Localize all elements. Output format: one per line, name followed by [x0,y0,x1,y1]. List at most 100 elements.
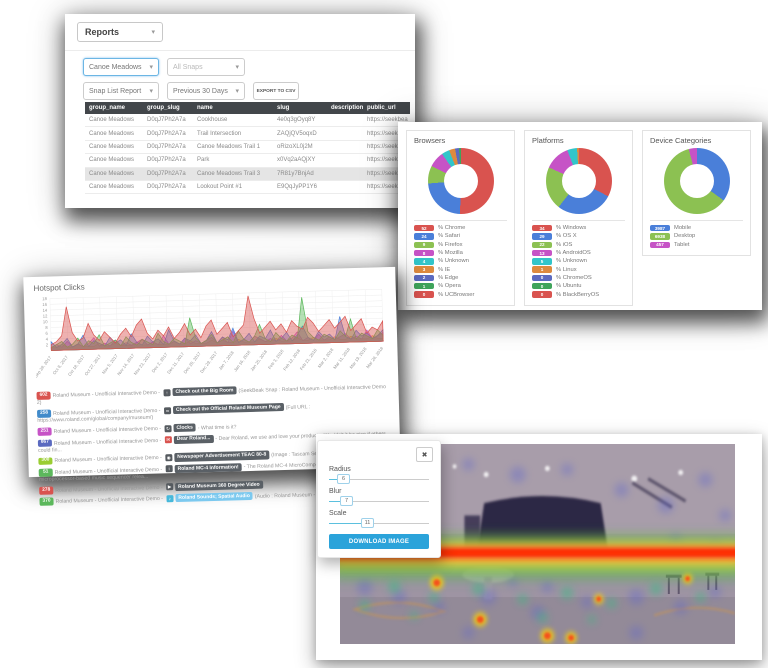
table-row[interactable]: Canoe Meadows D0qJ7Ph2A7a Canoe Meadows Tr… [85,140,410,155]
legend-value-badge: 9 [414,241,434,248]
table-row[interactable]: Canoe Meadows D0qJ7Ph2A7a Canoe Meadows Tr… [85,167,410,181]
hotspot-label-badge[interactable]: Dear Roland... [173,434,214,444]
table-cell [327,114,363,128]
analytics-charts-panel: Browsers 52% Chrome 24% Safari 9% Firefox 8%… [398,122,762,310]
blur-slider-label: Blur [329,488,342,495]
table-cell: Lookout Point #1 [193,180,273,195]
heatmap-sliders: Radius 6 Blur 7 Scale 11 [329,449,429,528]
legend-value-badge: 13 [532,249,552,257]
table-row[interactable]: Canoe Meadows D0qJ7Ph2A7a Trail Intersecti… [85,126,410,141]
legend-item: 13 % AndroidOS [532,249,625,257]
hotspot-label-badge[interactable]: Check out the Big Room [172,386,237,397]
table-row[interactable]: Canoe Meadows D0qJ7Ph2A7a Lookout Point #1… [85,180,410,195]
disc-icon: ◉ [165,454,173,462]
table-cell: D0qJ7Ph2A7a [143,167,193,181]
chart-legend: 3987 Mobile 6938 Desktop 457 Tablet [650,220,743,249]
svg-text:Sep 28, 2017: Sep 28, 2017 [34,355,53,379]
snap-select[interactable]: All Snaps ▾ [167,58,245,76]
legend-value-badge: 0 [532,291,552,298]
column-header: group_slug [143,102,193,114]
table-cell: Cookhouse [193,114,273,128]
hotspot-label-badge[interactable]: Newspaper Advertisement TEAC 80-8 [174,450,270,462]
divider [65,50,415,51]
group-select[interactable]: Canoe Meadows ▾ [83,58,159,76]
hotspot-clicks-chart[interactable]: 2 4 6 8 10 12 14 16 18 Sep 28, 2017 Oct 8, 2017 Oct… [34,285,388,389]
legend-label: % OS X [556,233,577,240]
legend-value-badge: 1 [532,266,552,273]
radius-slider[interactable]: 6 [329,474,429,484]
table-cell: Canoe Meadows [85,180,143,195]
date-range-select[interactable]: Previous 30 Days ▾ [167,82,245,100]
table-cell: oRizoXL0j2M [273,140,327,155]
chart-card-device-categories: Device Categories 3987 Mobile 6938 Desktop 45… [642,130,751,256]
blur-slider-handle[interactable]: 7 [340,496,353,506]
legend-value-badge: 22 [532,241,552,248]
legend-item: 4 % Unknown [414,257,507,265]
legend-label: % Linux [556,266,577,273]
table-cell: Canoe Meadows [85,114,143,128]
export-csv-button[interactable]: EXPORT TO CSV [253,82,299,100]
legend-value-badge: 0 [532,283,552,290]
legend-value-badge: 6938 [650,233,670,240]
radius-slider-handle[interactable]: 6 [337,474,350,484]
slider-fill [329,479,343,480]
legend-item: 9 % Firefox [414,241,507,249]
table-cell [327,140,363,155]
close-icon[interactable]: ✖ [416,447,433,462]
legend-value-badge: 52 [414,224,434,232]
platforms-donut-chart[interactable] [545,148,612,214]
chevron-down-icon: ▾ [149,63,153,71]
table-row[interactable]: Canoe Meadows D0qJ7Ph2A7a Cookhouse 4e0q3gO… [85,114,410,128]
legend-label: % UCBrowser [438,291,475,298]
arrow-up-icon: ↑ [163,388,171,397]
hotspot-label-badge[interactable]: Roland Sounds; Spatial Audio [175,492,253,503]
table-cell: D0qJ7Ph2A7a [143,140,193,155]
click-count-badge: 602 [36,392,51,400]
table-cell: x0Vq2aAQjXY [273,153,327,168]
legend-value-badge: 34 [532,224,552,232]
legend-label: % Ubuntu [556,283,582,290]
legend-value-badge: 0 [414,291,434,298]
svg-text:12: 12 [43,313,48,318]
table-cell: Canoe Meadows [85,153,143,168]
browsers-donut-chart[interactable] [427,148,494,214]
hotspot-label-badge[interactable]: Roland Museum 360 Degree Video [174,480,263,492]
legend-item: 34 % Windows [532,224,625,232]
report-type-select[interactable]: Snap List Report ▾ [83,82,159,100]
blur-slider[interactable]: 7 [329,496,429,506]
device-categories-donut-chart[interactable] [663,148,730,214]
table-cell: ZAQjQV5oqxD [273,126,327,141]
legend-value-badge: 29 [532,233,552,240]
group-select-value: Canoe Meadows [89,63,142,71]
chart-card-platforms: Platforms 34 % Windows 29 % OS X 22 % iOS 13 % A… [524,130,633,306]
slider-track[interactable] [329,501,429,502]
snap-name-text: Roland Museum - Unofficial Interactive D… [52,390,162,400]
legend-label: % Unknown [438,258,469,265]
download-image-button[interactable]: DOWNLOAD IMAGE [329,534,429,549]
legend-label: Mobile [674,225,692,232]
hotspot-label-badge[interactable]: Roland MC-4 Information! [174,463,242,474]
hotspot-label-badge[interactable]: Clocks [173,423,196,433]
chart-title: Device Categories [650,136,712,145]
legend-item: 24 % Safari [414,232,507,240]
click-count-badge: 258 [37,409,52,418]
reports-menu-dropdown[interactable]: Reports ▾ [77,22,163,42]
envelope-icon: ✉ [164,436,172,444]
legend-label: % Edge [438,274,459,281]
series-blue [50,316,384,351]
info-icon: i [165,465,173,473]
slider-track[interactable] [329,479,429,480]
table-row[interactable]: Canoe Meadows D0qJ7Ph2A7a Park x0Vq2aAQjXY h… [85,153,410,168]
chart-card-browsers: Browsers 52% Chrome 24% Safari 9% Firefox 8%… [406,130,515,306]
column-header: slug [273,102,327,114]
legend-label: % AndroidOS [556,250,591,257]
scale-slider[interactable]: 11 [329,518,429,528]
table-cell [327,167,363,181]
report-type-value: Snap List Report [89,87,142,95]
svg-text:16: 16 [42,302,47,307]
hotspot-label-badge[interactable]: Check out the Official Roland Museum Pag… [172,403,284,415]
svg-text:6: 6 [45,331,48,336]
scale-slider-handle[interactable]: 11 [361,518,374,528]
legend-value-badge: 8 [414,249,434,257]
slider-track[interactable] [329,523,429,524]
